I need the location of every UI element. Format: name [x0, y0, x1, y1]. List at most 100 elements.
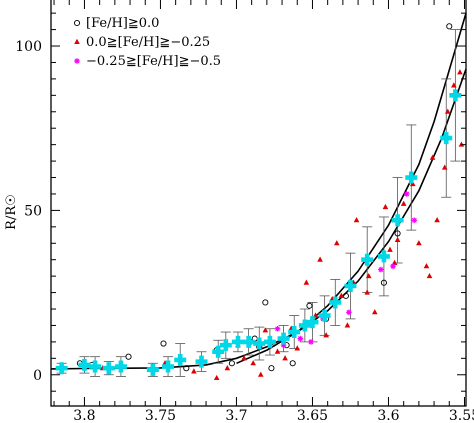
x-tick-label: 3.7 — [225, 408, 247, 423]
binned-mean-point — [298, 319, 311, 332]
binned-mean-point — [162, 360, 175, 373]
y-tick-label: 0 — [33, 368, 42, 384]
binned-mean-point — [114, 360, 127, 373]
fit-curve — [236, 12, 467, 365]
binned-mean-point — [277, 332, 290, 345]
binned-mean-point — [306, 316, 319, 329]
open-circle-point — [262, 299, 269, 306]
filled-triangle-point — [191, 368, 197, 374]
y-tick-label: 100 — [15, 39, 42, 55]
open-circle-point — [306, 302, 313, 309]
asterisk-point — [403, 191, 410, 197]
filled-triangle-point — [257, 371, 264, 377]
open-circle-point — [160, 340, 167, 347]
open-circle-point — [446, 23, 453, 30]
legend-marker — [73, 19, 81, 27]
asterisk-point — [274, 325, 281, 332]
legend-marker — [74, 58, 80, 64]
legend-marker — [74, 38, 80, 44]
asterisk-point — [346, 309, 352, 316]
filled-triangle-point — [423, 263, 430, 269]
binned-mean-point — [231, 335, 244, 348]
x-tick-label: 3.55 — [449, 408, 474, 423]
binned-mean-point — [89, 360, 102, 373]
filled-triangle-point — [444, 108, 451, 114]
filled-triangle-point — [224, 364, 231, 371]
asterisk-point — [411, 217, 418, 224]
binned-mean-point — [344, 280, 357, 293]
binned-mean-point — [288, 326, 301, 339]
open-circle-point — [268, 365, 275, 372]
binned-mean-point — [219, 339, 232, 352]
binned-mean-point — [102, 362, 115, 375]
filled-triangle-point — [250, 360, 256, 366]
binned-mean-point — [377, 250, 390, 263]
binned-mean-point — [440, 132, 453, 145]
filled-triangle-point — [441, 164, 448, 170]
filled-triangle-point — [371, 309, 378, 315]
binned-mean-point — [146, 363, 159, 376]
filled-triangle-point — [394, 236, 401, 242]
filled-triangle-point — [353, 217, 360, 223]
filled-triangle-point — [323, 332, 329, 338]
binned-mean-point — [263, 335, 276, 348]
filled-triangle-point — [344, 322, 351, 328]
binned-mean-point — [174, 353, 187, 366]
legend-entry: [Fe/H]≧0.0 — [86, 16, 159, 31]
filled-triangle-point — [426, 272, 433, 279]
plot-border — [50, 0, 467, 407]
legend-entry: 0.0≧[Fe/H]≧−0.25 — [86, 35, 210, 50]
binned-mean-point — [449, 89, 462, 102]
open-circle-point — [289, 360, 296, 367]
filled-triangle-point — [282, 355, 288, 361]
x-tick-label: 3.65 — [297, 408, 328, 423]
filled-triangle-point — [364, 289, 370, 295]
x-tick-label: 3.8 — [73, 408, 95, 423]
binned-mean-point — [242, 335, 255, 348]
open-circle-point — [342, 292, 349, 299]
filled-triangle-point — [416, 240, 422, 246]
filled-triangle-point — [382, 203, 389, 210]
binned-mean-point — [195, 355, 208, 368]
binned-mean-point — [212, 345, 225, 358]
fit-curve — [50, 68, 467, 370]
filled-triangle-point — [303, 279, 310, 285]
binned-mean-point — [253, 337, 266, 350]
binned-mean-point — [391, 214, 404, 227]
axis-ticks: 3.8 3.75 3.7 3.65 3.6 3.55 0 50 100 — [15, 0, 474, 423]
filled-triangle-point — [338, 292, 345, 298]
open-circle-point — [183, 365, 190, 372]
x-tick-label: 3.75 — [145, 408, 176, 423]
binned-mean-point — [318, 309, 331, 322]
filled-triangle-point — [317, 256, 323, 262]
filled-triangle-point — [241, 355, 247, 361]
asterisk-point — [297, 335, 304, 342]
binned-mean-point — [78, 358, 91, 371]
legend: [Fe/H]≧0.0 0.0≧[Fe/H]≧−0.25 −0.25≧[Fe/H]≧−… — [73, 16, 221, 69]
x-tick-label: 3.6 — [377, 408, 399, 423]
plot-frame — [50, 0, 467, 407]
binned-mean-point — [329, 296, 342, 309]
filled-triangle-point — [333, 240, 340, 246]
filled-triangle-point — [400, 200, 407, 206]
filled-triangle-point — [274, 348, 281, 354]
filled-triangle-point — [457, 69, 463, 75]
binned-mean-point — [55, 362, 68, 375]
open-circle-point — [380, 279, 387, 286]
binned-mean-point — [361, 253, 374, 266]
filled-triangle-point — [434, 217, 440, 223]
asterisk-point — [308, 339, 314, 345]
filled-triangle-point — [365, 272, 372, 279]
filled-triangle-point — [451, 82, 457, 88]
open-circle-point — [228, 360, 235, 367]
filled-triangle-point — [387, 246, 393, 252]
asterisk-point — [280, 342, 287, 348]
y-axis-label: R/R☉ — [4, 194, 19, 230]
asterisk-point — [378, 266, 384, 273]
asterisk-point — [390, 263, 396, 270]
open-circle-point — [125, 353, 132, 360]
binned-mean-point — [405, 171, 418, 184]
filled-triangle-point — [262, 327, 269, 333]
filled-triangle-point — [213, 374, 220, 381]
